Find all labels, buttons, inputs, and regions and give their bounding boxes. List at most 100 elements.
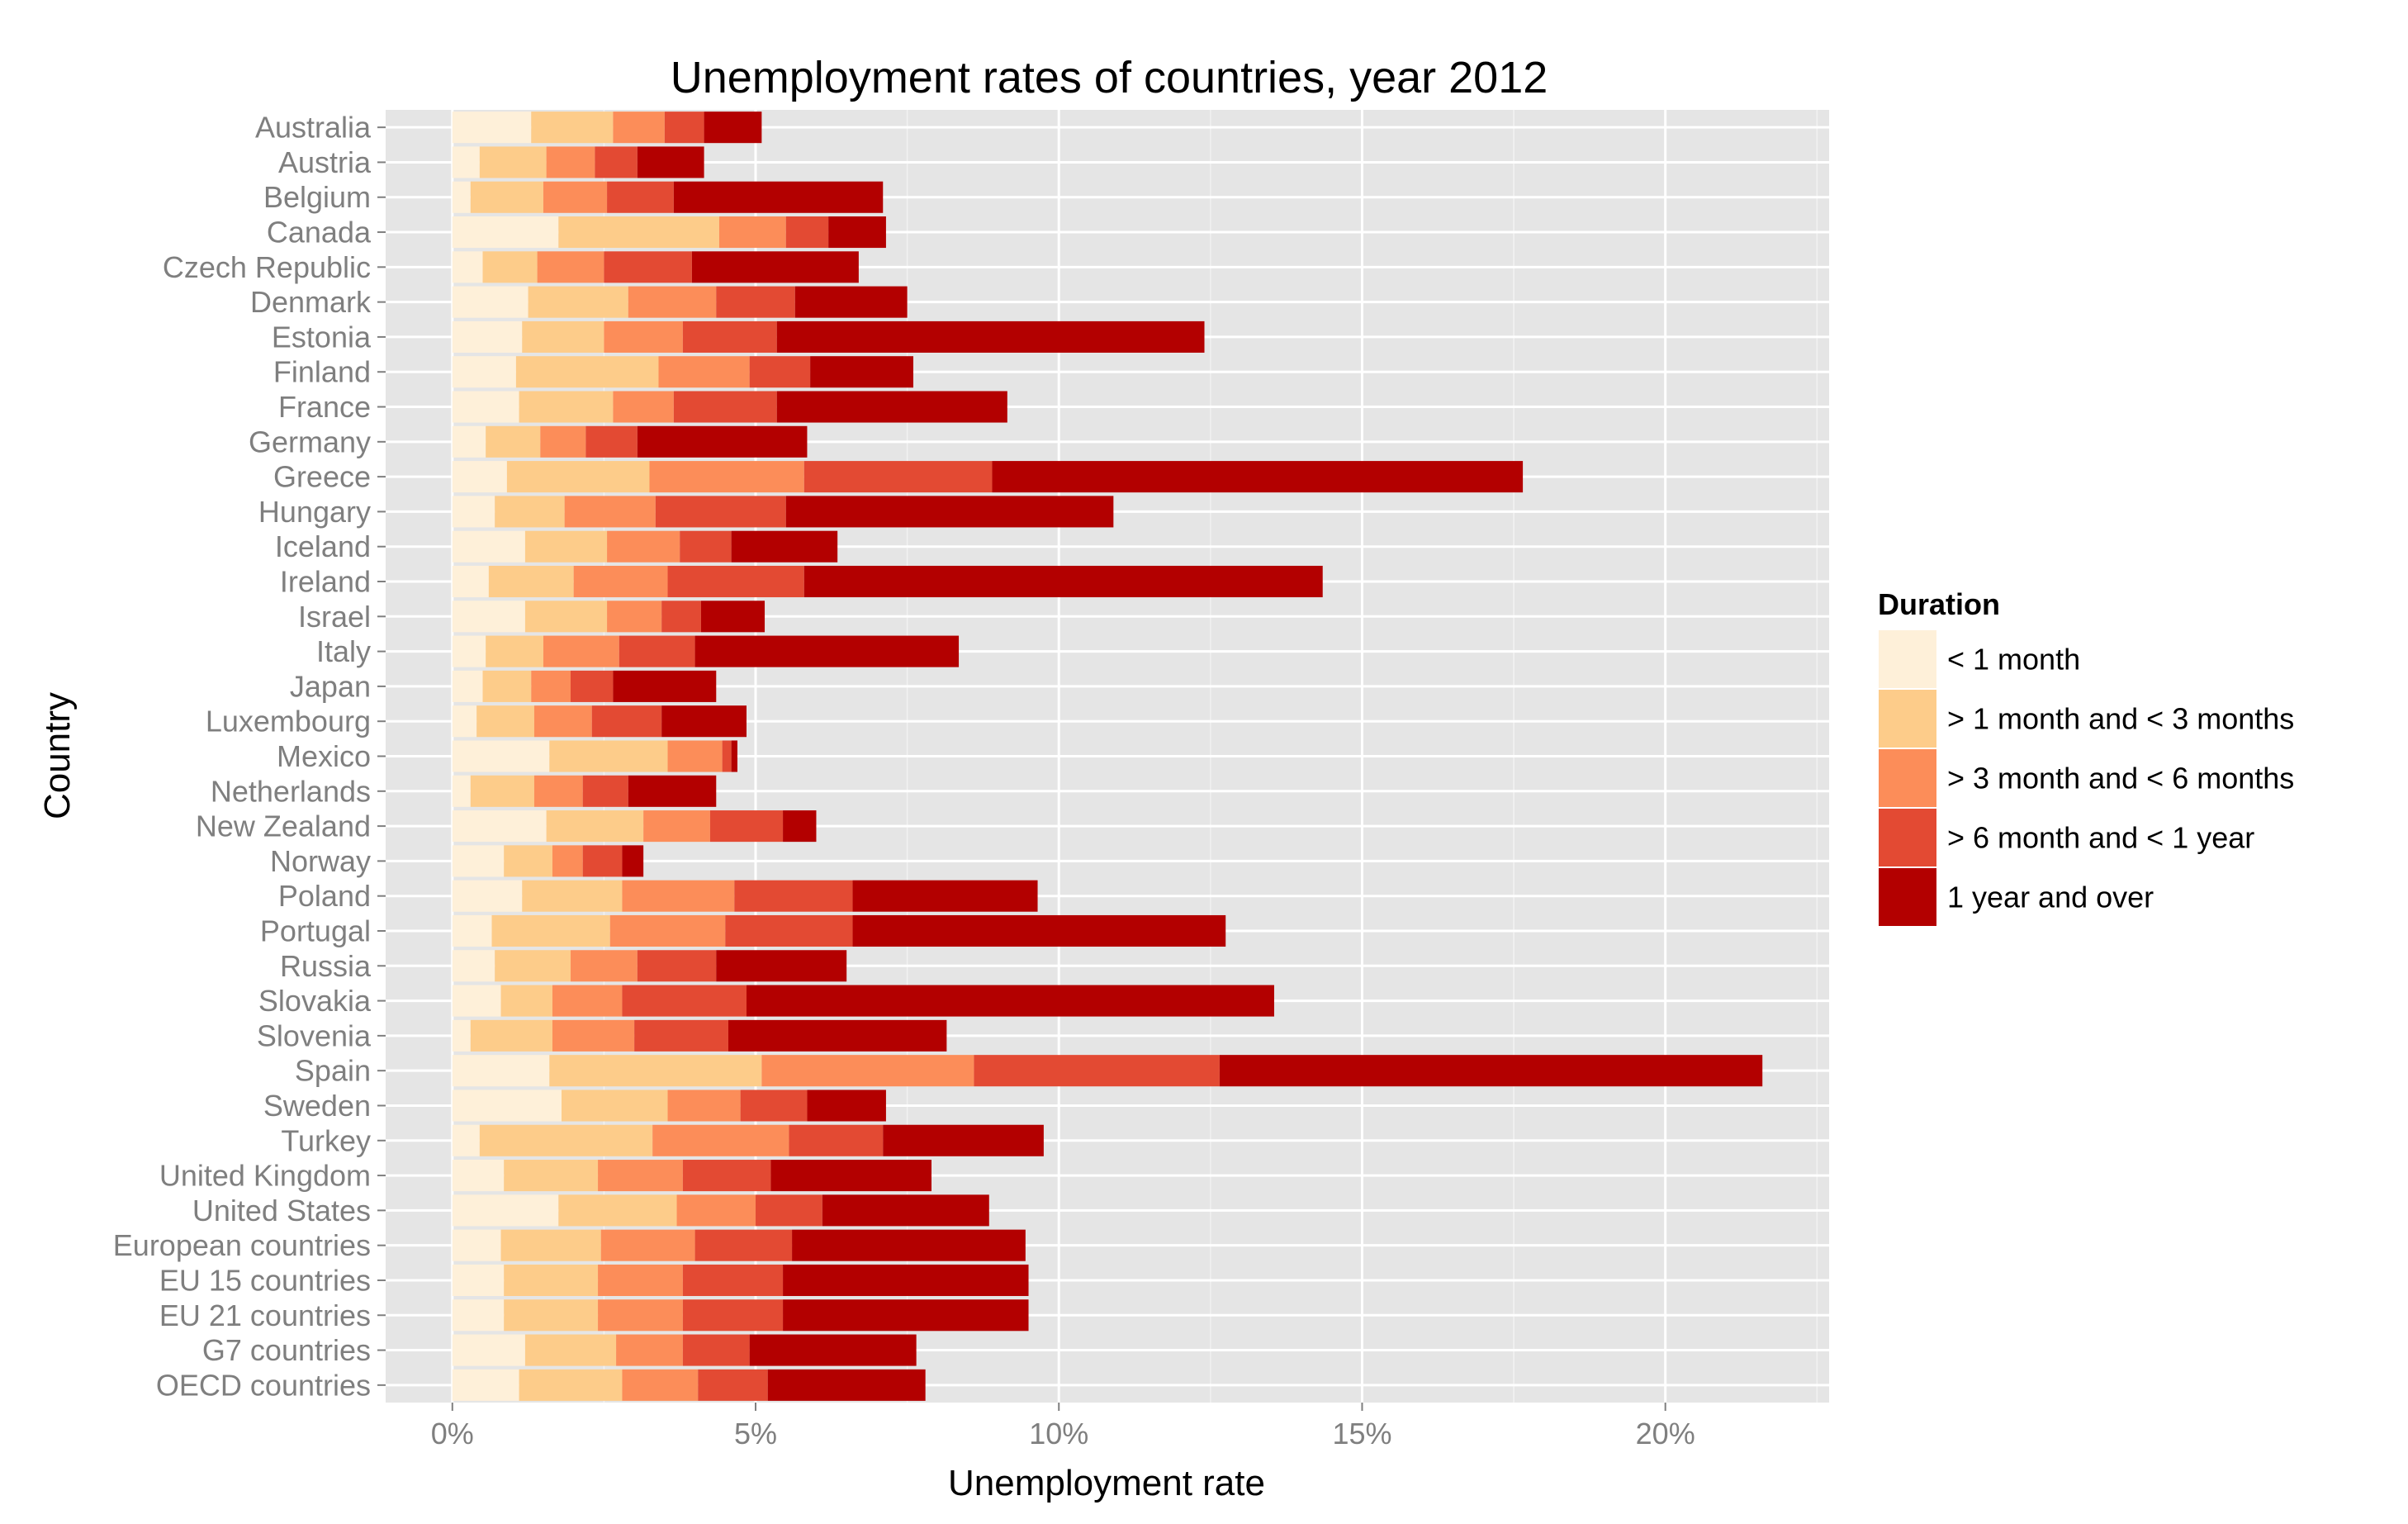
bar-segment	[607, 181, 674, 213]
bar-segment	[519, 391, 614, 423]
bar-segment	[564, 496, 656, 528]
y-tick-label: Netherlands	[211, 774, 371, 808]
y-tick-label: Luxembourg	[206, 705, 371, 738]
bar-segment	[604, 320, 683, 353]
y-tick-label: Italy	[316, 634, 371, 668]
bar-segment	[691, 251, 859, 283]
y-tick-label: Israel	[298, 600, 371, 634]
bar-segment	[785, 216, 829, 249]
y-tick-label: G7 countries	[202, 1333, 371, 1367]
bar-segment	[573, 565, 668, 598]
bar-segment	[546, 146, 595, 178]
bar-segment	[522, 880, 623, 912]
bar-segment	[491, 914, 610, 947]
bar-segment	[452, 810, 547, 843]
bar-segment	[543, 181, 608, 213]
bar-segment	[452, 1194, 559, 1227]
y-tick-label: Belgium	[263, 180, 371, 214]
bar-segment	[716, 286, 795, 318]
bar-segment	[1219, 1055, 1763, 1087]
bar-segment	[482, 251, 538, 283]
legend-title: Duration	[1878, 587, 2000, 621]
bar-segment	[667, 740, 723, 772]
bar-segment	[622, 880, 735, 912]
x-tick-label: 15%	[1332, 1417, 1391, 1450]
bar-segment	[622, 1369, 699, 1401]
bar-segment	[725, 914, 853, 947]
bar-segment	[770, 1160, 932, 1192]
y-tick-label: Germany	[249, 425, 371, 458]
y-tick-label: OECD countries	[156, 1368, 371, 1402]
y-tick-label: United States	[192, 1194, 371, 1227]
bar-segment	[974, 1055, 1220, 1087]
x-tick-label: 20%	[1636, 1417, 1695, 1450]
bar-segment	[452, 286, 529, 318]
bar-segment	[504, 1299, 599, 1332]
bar-segment	[582, 775, 628, 807]
bar-segment	[452, 461, 507, 493]
bar-segment	[637, 146, 704, 178]
bar-segment	[785, 496, 1114, 528]
y-tick-label: New Zealand	[196, 809, 371, 843]
bar-segment	[452, 320, 523, 353]
bar-segment	[600, 1229, 695, 1261]
bar-segment	[718, 216, 786, 249]
bar-segment	[585, 425, 638, 458]
bar-segment	[749, 1334, 917, 1366]
y-tick-label: Canada	[267, 216, 372, 249]
bar-segment	[452, 601, 525, 633]
y-tick-label: Ireland	[280, 565, 371, 599]
x-tick-label: 0%	[431, 1417, 474, 1450]
y-tick-label: European countries	[113, 1228, 371, 1262]
legend-swatch	[1879, 868, 1936, 926]
bar-segment	[728, 1019, 947, 1052]
y-tick-label: Poland	[278, 879, 371, 913]
bar-segment	[776, 320, 1205, 353]
bar-segment	[682, 1160, 771, 1192]
bar-segment	[531, 670, 571, 702]
bar-segment	[637, 950, 717, 982]
bar-segment	[515, 356, 659, 388]
bar-segment	[622, 845, 644, 877]
bar-segment	[531, 112, 614, 144]
bar-segment	[609, 914, 726, 947]
y-tick-label: Slovenia	[257, 1018, 372, 1052]
bar-segment	[722, 740, 732, 772]
bar-segment	[673, 391, 777, 423]
bar-segment	[533, 705, 592, 738]
legend-swatch	[1879, 749, 1936, 807]
bar-segment	[643, 810, 710, 843]
bar-segment	[582, 845, 623, 877]
bar-segment	[495, 950, 571, 982]
bar-segment	[470, 181, 543, 213]
y-tick-label: Finland	[273, 355, 371, 389]
bar-segment	[549, 1055, 762, 1087]
bar-segment	[500, 985, 552, 1017]
bar-segment	[452, 530, 525, 563]
bar-segment	[452, 1229, 501, 1261]
y-tick-label: Norway	[270, 844, 371, 878]
bar-segment	[452, 146, 480, 178]
bar-segment	[537, 251, 604, 283]
bar-segment	[731, 740, 737, 772]
bar-segment	[673, 181, 884, 213]
bar-segment	[634, 1019, 728, 1052]
bar-segment	[619, 635, 695, 667]
bar-segment	[852, 914, 1226, 947]
bar-segment	[598, 1299, 683, 1332]
bar-segment	[506, 461, 650, 493]
y-tick-label: Austria	[278, 145, 372, 179]
legend-label: > 3 month and < 6 months	[1947, 762, 2294, 795]
bar-segment	[470, 775, 534, 807]
y-axis-title: Country	[37, 692, 78, 819]
bar-segment	[591, 705, 662, 738]
y-tick-label: Spain	[295, 1054, 371, 1088]
bar-segment	[552, 845, 583, 877]
x-tick-label: 5%	[734, 1417, 777, 1450]
bar-segment	[628, 286, 717, 318]
bar-segment	[552, 1019, 635, 1052]
bar-segment	[452, 880, 523, 912]
bar-segment	[783, 810, 817, 843]
bar-segment	[452, 425, 486, 458]
